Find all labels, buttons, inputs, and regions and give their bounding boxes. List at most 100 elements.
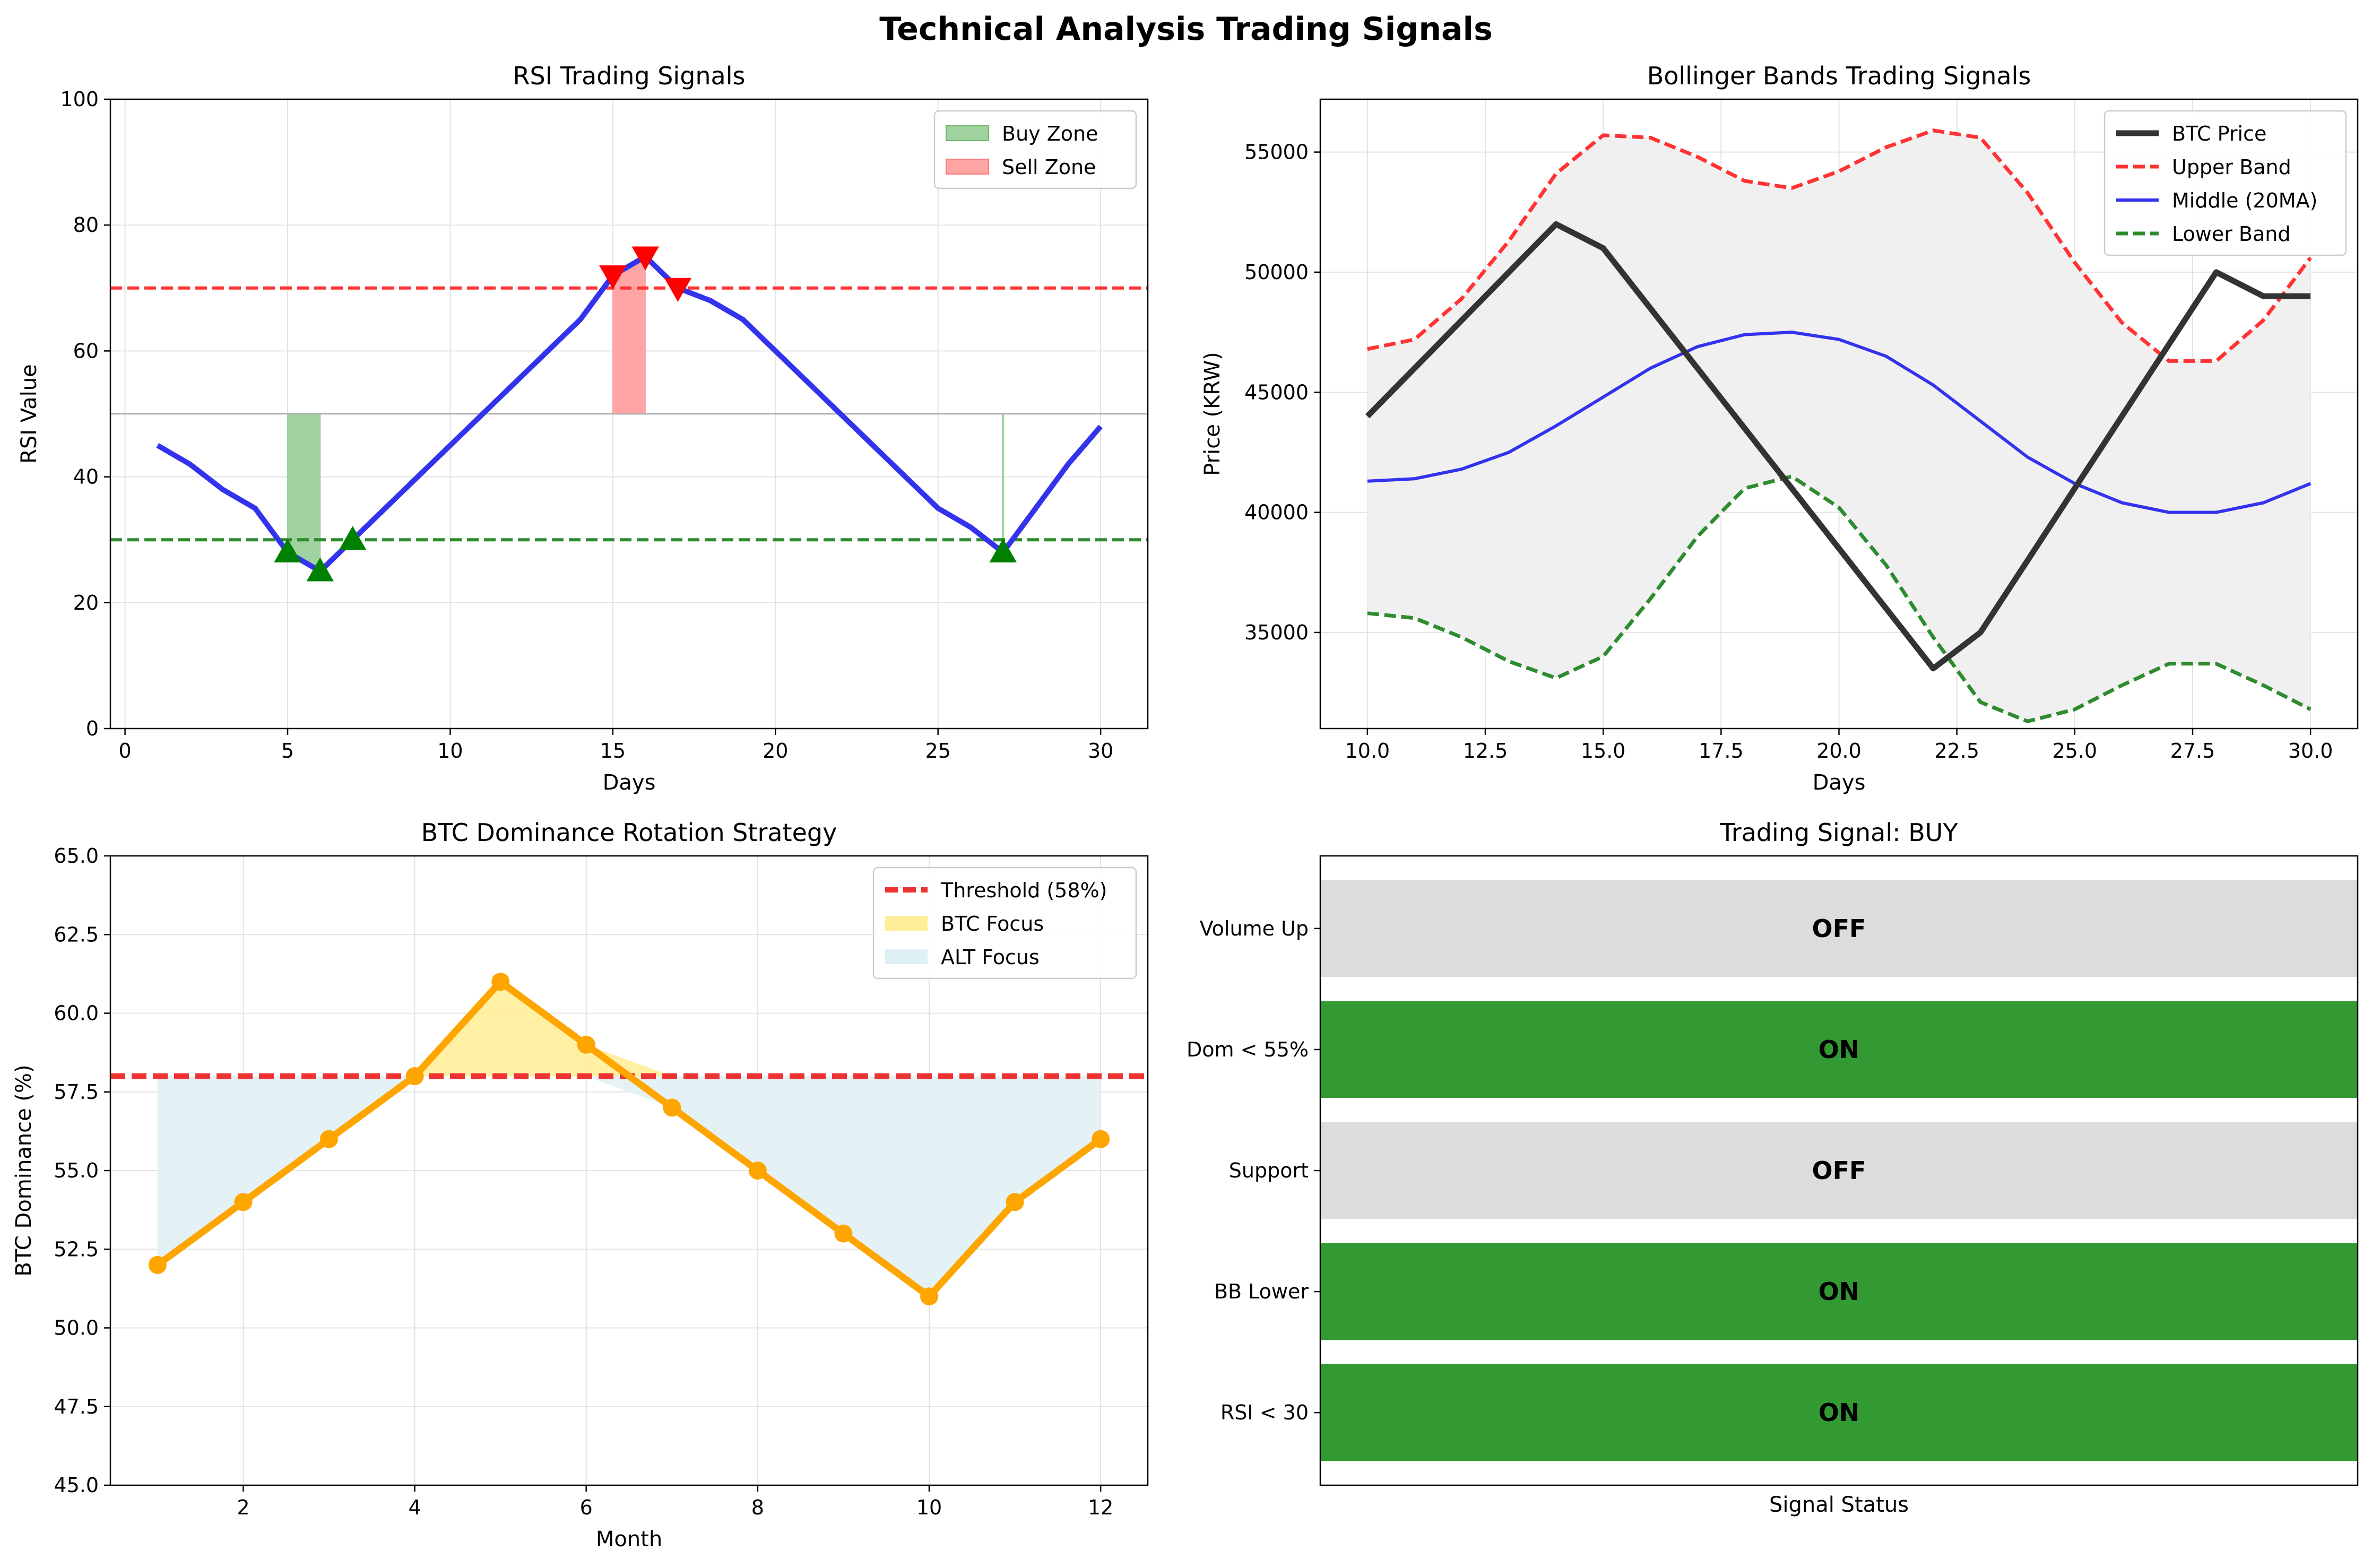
legend-label: ALT Focus: [941, 946, 1040, 969]
rsi-chart: 0 5 10 15 20 25 30 0 20 40 60 80 100 RSI Trading Sign…: [17, 62, 1149, 795]
y-tick-label: 57.5: [54, 1080, 99, 1104]
y-tick-label: 55.0: [54, 1159, 99, 1182]
x-tick-label: 10: [437, 739, 463, 763]
legend-label: BTC Price: [2172, 122, 2266, 145]
signal-category-label: Volume Up: [1200, 917, 1309, 940]
x-tick-label: 12.5: [1463, 739, 1508, 763]
dominance-point: [834, 1224, 853, 1243]
legend-swatch: [885, 949, 928, 964]
legend-label: Lower Band: [2172, 222, 2290, 246]
axes-frame: [109, 98, 1149, 730]
legend-label: Threshold (58%): [940, 879, 1107, 902]
dominance-point: [748, 1162, 767, 1180]
y-tick-label: 60: [73, 339, 99, 362]
legend-label: Sell Zone: [1002, 155, 1096, 179]
x-tick-label: 2: [237, 1496, 249, 1519]
x-tick-label: 5: [281, 739, 294, 763]
legend-label: Buy Zone: [1002, 122, 1098, 145]
axes-frame: [1319, 855, 2359, 1486]
sell-signal-marker: [599, 265, 627, 290]
y-tick-label: 35000: [1244, 621, 1309, 644]
bollinger-chart: 10.0 12.5 15.0 17.5 20.0 22.5 25.0 27.5 30.0 3500…: [1200, 62, 2359, 795]
x-tick-label: 12: [1088, 1496, 1113, 1519]
dominance-line: [155, 978, 1103, 1300]
btc-price-line: [1365, 221, 2311, 672]
y-axis-label: RSI Value: [17, 364, 41, 464]
y-tick-label: 52.5: [54, 1237, 99, 1261]
x-tick-label: 20: [763, 739, 788, 763]
legend-swatch: [885, 916, 928, 931]
legend-swatch: [946, 159, 989, 175]
x-tick-label: 10: [916, 1496, 942, 1519]
legend-box: [2103, 110, 2347, 256]
y-tick-label: 20: [73, 591, 99, 614]
x-tick-label: 25: [925, 739, 951, 763]
x-axis-label: Month: [596, 1527, 662, 1552]
signal-bar: [1320, 1243, 2358, 1340]
chart-title: RSI Trading Signals: [513, 62, 745, 90]
y-tick-label: 40000: [1244, 501, 1309, 524]
buy-signal-marker: [274, 538, 301, 562]
buy-signal-marker: [989, 538, 1017, 562]
y-tick-label: 55000: [1244, 141, 1309, 164]
buy-signal-marker: [339, 526, 367, 550]
figure-title: Technical Analysis Trading Signals: [879, 11, 1493, 48]
legend-label: Middle (20MA): [2172, 189, 2317, 212]
band-fill: [1367, 130, 2311, 722]
dominance-point: [148, 1255, 167, 1274]
legend-label: Upper Band: [2172, 155, 2291, 179]
y-tick-label: 50.0: [54, 1316, 99, 1340]
x-tick-label: 30.0: [2288, 739, 2333, 763]
signal-category-label: Support: [1229, 1159, 1309, 1182]
signal-status-chart: ON RSI < 30 ON BB Lower OFF Support ON Dom < 55…: [1187, 818, 2359, 1517]
dominance-point: [663, 1098, 681, 1117]
x-tick-label: 17.5: [1699, 739, 1744, 763]
chart-title: Bollinger Bands Trading Signals: [1647, 62, 2031, 90]
x-tick-label: 25.0: [2053, 739, 2098, 763]
x-tick-label: 27.5: [2170, 739, 2215, 763]
chart-title: BTC Dominance Rotation Strategy: [421, 818, 837, 847]
signal-bar: [1320, 1364, 2358, 1461]
signal-status-label: ON: [1819, 1398, 1860, 1427]
dominance-point: [405, 1067, 424, 1086]
y-tick-label: 65.0: [54, 844, 99, 868]
chart-title: Trading Signal: BUY: [1719, 818, 1958, 847]
x-tick-label: 10.0: [1345, 739, 1390, 763]
y-tick-label: 80: [73, 213, 99, 237]
x-axis-label: Days: [1813, 770, 1866, 795]
y-axis-label: Price (KRW): [1200, 352, 1225, 475]
dominance-point: [577, 1035, 595, 1054]
signal-category-label: BB Lower: [1214, 1280, 1309, 1303]
y-tick-label: 62.5: [54, 923, 99, 946]
alt-focus-fill: [157, 1076, 1101, 1297]
x-tick-label: 22.5: [1934, 739, 1979, 763]
sell-signal-marker: [631, 246, 659, 271]
y-tick-label: 45000: [1244, 380, 1309, 404]
x-tick-label: 0: [118, 739, 131, 763]
legend-box: [872, 867, 1137, 980]
lower-band-line: [1367, 474, 2312, 723]
x-tick-label: 15: [600, 739, 626, 763]
x-tick-label: 4: [408, 1496, 421, 1519]
sell-signal-marker: [664, 278, 692, 302]
y-tick-label: 40: [73, 465, 99, 489]
x-tick-label: 15.0: [1581, 739, 1626, 763]
buy-signal-marker: [306, 557, 334, 582]
legend-swatch: [946, 125, 989, 141]
dominance-point: [491, 973, 510, 991]
signal-category-label: Dom < 55%: [1187, 1038, 1309, 1061]
dominance-point: [1006, 1193, 1024, 1211]
x-tick-label: 6: [580, 1496, 593, 1519]
signal-status-label: OFF: [1812, 1156, 1866, 1185]
x-tick-label: 30: [1088, 739, 1113, 763]
dominance-point: [234, 1193, 253, 1211]
signal-bar: [1320, 1122, 2358, 1219]
y-tick-label: 50000: [1244, 261, 1309, 284]
x-axis-label: Signal Status: [1769, 1493, 1909, 1517]
y-tick-label: 100: [60, 88, 99, 111]
dominance-point: [1092, 1130, 1110, 1148]
y-tick-label: 47.5: [54, 1395, 99, 1418]
y-tick-label: 60.0: [54, 1002, 99, 1025]
dominance-point: [920, 1287, 938, 1306]
